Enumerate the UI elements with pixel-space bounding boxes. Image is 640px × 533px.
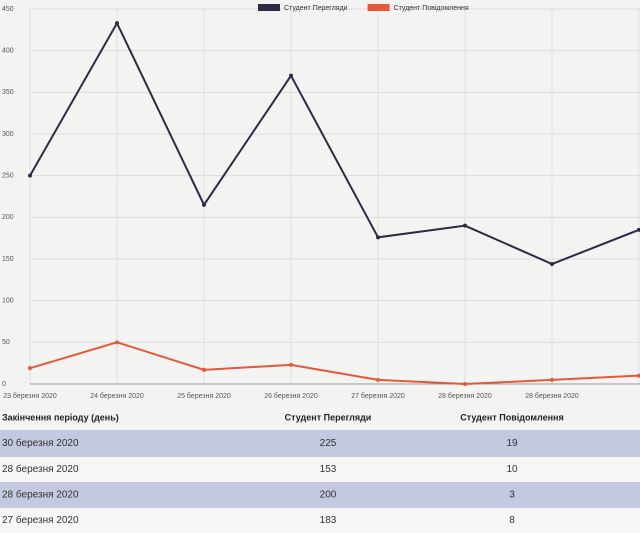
legend-label: Студент Перегляди xyxy=(284,5,348,12)
point xyxy=(28,173,32,178)
x-tick-label: 26 березня 2020 xyxy=(264,392,318,400)
table-cell: 28 березня 2020 xyxy=(2,463,79,475)
table-header: Студент Повідомлення xyxy=(460,412,563,422)
table-header: Закінчення періоду (день) xyxy=(2,412,119,422)
table-cell: 200 xyxy=(320,490,337,501)
point xyxy=(463,223,467,228)
table-header: Студент Перегляди xyxy=(285,412,372,422)
x-tick-label: 23 березня 2020 xyxy=(3,392,57,400)
point xyxy=(376,235,380,240)
legend-swatch xyxy=(258,4,280,11)
point xyxy=(115,340,119,345)
y-tick-label: 400 xyxy=(2,48,14,55)
y-tick-label: 50 xyxy=(2,339,10,346)
y-tick-label: 350 xyxy=(2,89,14,96)
table-cell: 27 березня 2020 xyxy=(2,514,79,526)
legend-label: Студент Повідомлення xyxy=(394,4,469,12)
point xyxy=(202,367,206,372)
point xyxy=(289,73,293,78)
table-cell: 153 xyxy=(320,464,337,475)
x-tick-label: 27 березня 2020 xyxy=(351,392,405,400)
table-cell: 183 xyxy=(320,515,337,526)
point xyxy=(463,382,467,386)
table-cell: 10 xyxy=(506,464,518,475)
x-tick-label: 25 березня 2020 xyxy=(177,392,231,400)
table-cell: 30 березня 2020 xyxy=(2,437,79,449)
table-cell: 8 xyxy=(509,515,515,526)
y-tick-label: 200 xyxy=(2,214,14,221)
point xyxy=(115,21,119,26)
legend-swatch xyxy=(367,4,390,11)
table-row xyxy=(0,457,640,482)
point xyxy=(550,377,554,382)
table-cell: 3 xyxy=(509,490,515,501)
point xyxy=(289,362,293,367)
point xyxy=(376,377,380,382)
table-row xyxy=(0,430,640,457)
point xyxy=(637,373,640,378)
y-tick-label: 450 xyxy=(2,6,14,13)
x-tick-label: 28 березня 2020 xyxy=(438,392,492,400)
series-line xyxy=(29,341,640,386)
y-tick-label: 250 xyxy=(2,173,14,180)
point xyxy=(637,227,640,232)
table-cell: 28 березня 2020 xyxy=(2,489,79,501)
y-tick-label: 150 xyxy=(2,256,14,263)
point xyxy=(202,202,206,207)
point xyxy=(550,262,554,266)
table-row xyxy=(0,508,640,533)
table-cell: 19 xyxy=(506,438,518,449)
table-cell: 225 xyxy=(320,438,337,449)
y-tick-label: 100 xyxy=(2,298,14,305)
series-line xyxy=(29,21,640,266)
x-tick-label: 28 березня 2020 xyxy=(525,392,579,400)
x-tick-label: 24 березня 2020 xyxy=(90,392,144,400)
y-tick-label: 300 xyxy=(2,131,14,138)
table-row xyxy=(0,482,640,508)
y-tick-label: 0 xyxy=(2,381,6,388)
point xyxy=(28,366,32,371)
